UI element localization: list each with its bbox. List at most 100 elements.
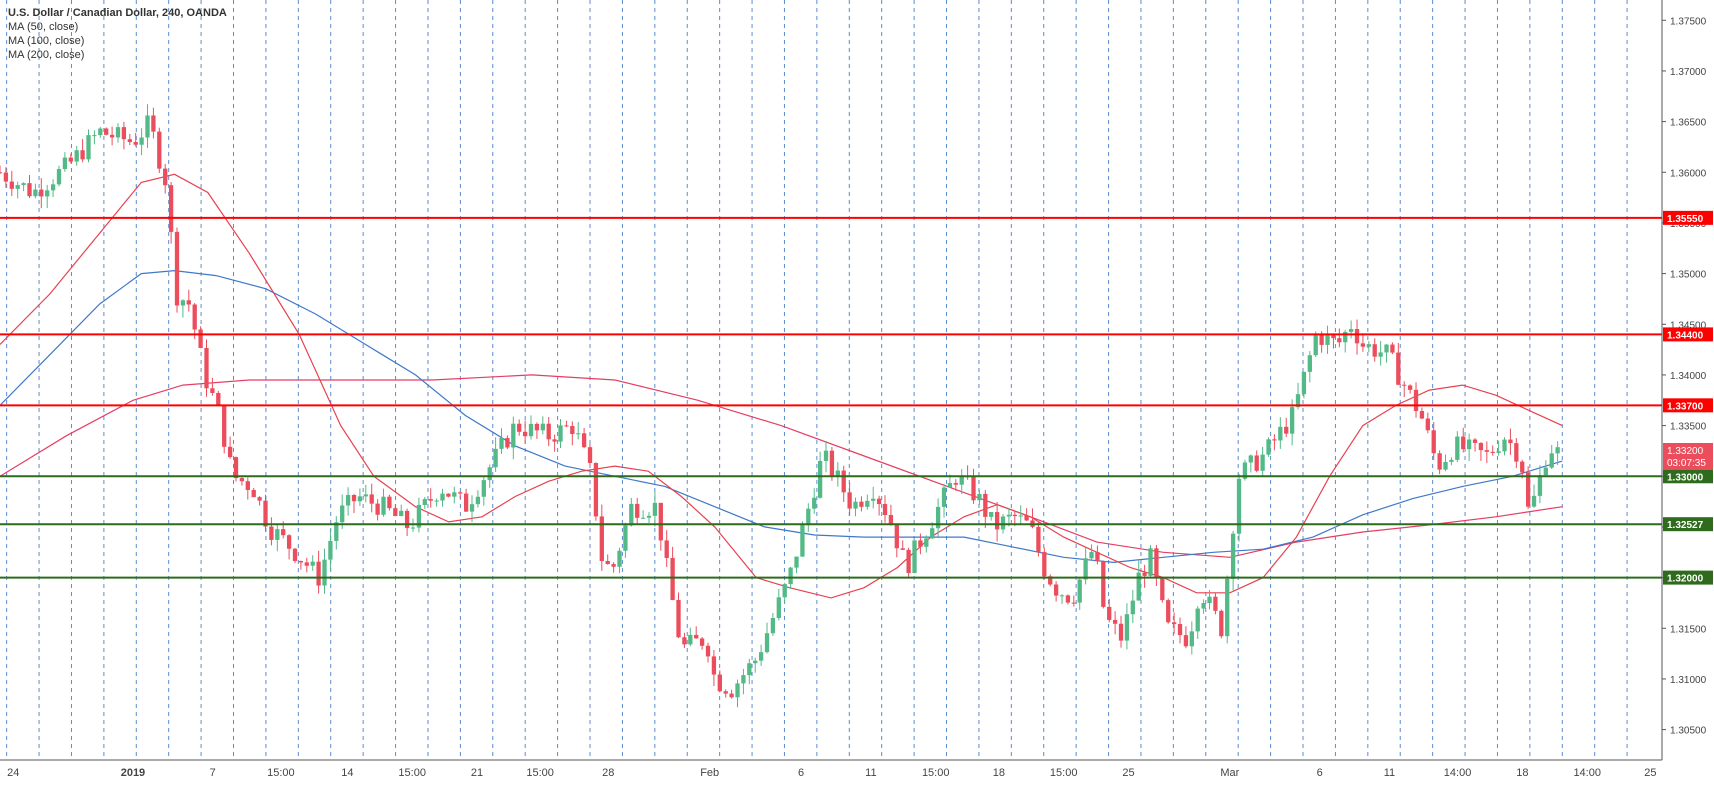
candle-body [139,137,144,145]
candle-body [983,493,988,517]
candle-body [115,127,121,138]
candle-body [387,496,392,509]
candle-body [1166,600,1171,623]
candle-body [900,548,905,550]
candle-body [1307,355,1312,372]
price-tick-label: 1.36500 [1670,118,1707,129]
candle-body [399,510,404,516]
candle-body [676,599,681,638]
candle-body [906,549,911,574]
candle-body [717,674,722,692]
price-tick-label: 1.37000 [1670,67,1707,78]
candle-body [1313,334,1318,356]
time-tick-label: 24 [7,767,19,779]
candle-body [829,450,835,477]
candle-body [452,492,457,497]
level-badge-label: 1.33700 [1667,401,1704,412]
candle-body [1407,385,1413,390]
time-tick-label: 15:00 [1050,767,1078,779]
candle-body [593,463,599,517]
candle-body [1360,343,1366,347]
candle-body [416,504,422,528]
candle-body [163,168,168,186]
candle-body [888,514,894,525]
candle-body [1378,352,1383,357]
candle-body [1431,430,1436,454]
candle-body [1278,426,1283,441]
candle-body [640,517,646,519]
candle-body [770,618,776,634]
candle-body [800,525,805,557]
candle-body [989,512,994,517]
price-tick-label: 1.33500 [1670,422,1707,433]
time-tick-label: 15:00 [267,767,295,779]
candle-body [1053,584,1059,596]
candle-body [269,526,274,540]
candle-body [316,561,321,586]
candle-body [859,501,864,507]
candle-body [109,134,115,138]
candle-body [753,660,758,664]
candle-body [505,437,510,448]
candle-body [1195,608,1200,632]
candle-body [198,329,203,348]
candle-body [711,656,717,675]
candle-body [1272,439,1277,441]
level-badge-label: 1.32527 [1667,520,1704,531]
candle-body [1118,623,1124,641]
candle-body [558,425,563,442]
moving-averages [0,173,1563,599]
candle-body [576,433,581,435]
candle-body [245,481,250,490]
candle-body [1213,596,1218,611]
price-tick-label: 1.37500 [1670,16,1707,27]
candle-body [410,527,416,529]
candle-body [104,128,109,135]
candle-body [528,423,534,437]
candle-body [1354,329,1360,344]
candle-body [581,433,587,448]
candle-body [33,189,38,197]
candle-body [705,645,711,657]
candle-body [635,503,640,518]
horizontal-levels[interactable] [0,216,1662,579]
time-tick-label: 14 [341,767,353,779]
candle-body [1183,635,1189,647]
price-tick-label: 1.30500 [1670,726,1707,737]
candle-body [1455,436,1460,460]
candle-body [1059,595,1065,597]
candle-body [835,470,840,477]
candle-body [882,504,888,515]
candle-body [1201,603,1206,609]
candle-body [1142,572,1147,576]
candle-body [357,496,363,502]
candle-body [782,584,787,598]
candle-body [145,115,150,138]
candle-body [121,127,127,140]
candle-body [434,500,439,502]
candle-body [404,510,410,529]
candle-body [375,503,380,515]
candle-body [1242,462,1248,479]
candle-body [1095,552,1100,562]
candle-body [186,300,191,305]
candle-body [930,528,935,539]
candle-body [812,497,817,509]
candle-body [3,172,9,182]
time-tick-label: 7 [210,767,216,779]
candle-body [1219,610,1224,637]
candle-body [168,185,174,232]
candle-body [351,494,357,502]
price-tick-label: 1.34000 [1670,371,1707,382]
candle-body [334,522,339,541]
candle-body [345,494,351,506]
candle-body [192,304,197,330]
candle-body [959,476,964,485]
candle-body [1425,418,1430,431]
candle-body [298,560,304,563]
candle-body [80,150,85,160]
candle-body [652,502,658,516]
candle-body [1348,329,1354,332]
